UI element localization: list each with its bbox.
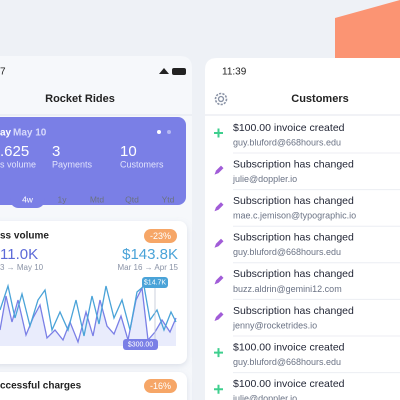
previous-range: Mar 16 → Apr 15 — [118, 263, 179, 272]
plus-icon — [214, 384, 223, 394]
tooltip — [123, 339, 158, 350]
page-dot — [157, 130, 161, 134]
status-icons — [159, 68, 186, 75]
tooltip-text: $300.00 — [128, 341, 153, 348]
change-text: -16% — [150, 381, 171, 391]
event-row[interactable]: Subscription has changed mae.c.jemison@ty… — [214, 195, 400, 227]
accent-shape — [335, 0, 400, 60]
screen-title: Customers — [291, 93, 348, 105]
pencil-icon — [214, 202, 224, 212]
previous-value: $143.8K — [122, 246, 178, 263]
tab[interactable]: Qtd — [125, 194, 139, 204]
summary-card — [0, 117, 186, 205]
tab[interactable]: 1y — [58, 194, 68, 204]
event-email: julie@doppler.io — [232, 174, 297, 184]
pencil-icon — [214, 312, 224, 321]
status-time: 7 — [0, 67, 6, 78]
stat-value: .625 — [0, 143, 29, 160]
tab-selected-bg — [10, 191, 45, 208]
pencil-icon — [214, 275, 224, 285]
volume-chart — [0, 283, 177, 346]
event-email: mae.c.jemison@typographic.io — [233, 211, 356, 221]
change-text: -23% — [150, 231, 171, 241]
event-title: Subscription has changed — [233, 158, 354, 170]
charges-card — [0, 372, 187, 400]
settings-icon[interactable] — [214, 92, 228, 106]
tab[interactable]: Ytd — [162, 194, 175, 204]
event-title: Subscription has changed — [233, 305, 354, 317]
event-title: $100.00 invoice created — [233, 341, 345, 353]
pencil-icon — [214, 165, 224, 175]
event-row[interactable]: Subscription has changed julie@doppler.io — [214, 158, 400, 191]
event-email: julie@doppler.io — [232, 394, 297, 400]
change-pill — [144, 229, 177, 243]
right-phone — [205, 58, 400, 400]
event-title: Subscription has changed — [233, 268, 354, 280]
screen-title: Rocket Rides — [45, 93, 115, 105]
pencil-icon — [214, 238, 224, 248]
current-range: 3 → May 10 — [0, 263, 44, 272]
event-row[interactable]: $100.00 invoice created julie@doppler.io — [214, 378, 400, 400]
event-email: jenny@rocketrides.io — [232, 320, 317, 330]
event-email: buzz.aldrin@gemini12.com — [233, 284, 342, 294]
event-title: $100.00 invoice created — [233, 378, 345, 390]
event-email: guy.bluford@668hours.edu — [233, 137, 341, 147]
tooltip — [142, 277, 168, 288]
event-row[interactable]: Subscription has changed jenny@rocketride… — [214, 305, 400, 337]
event-email: guy.bluford@668hours.edu — [233, 247, 341, 257]
card-title: ccessful charges — [0, 381, 82, 392]
event-title: $100.00 invoice created — [233, 122, 345, 134]
tab[interactable]: 4w — [22, 194, 34, 204]
summary-date-prefix: ay — [0, 128, 12, 139]
current-value: 11.0K — [0, 246, 38, 263]
tooltip-text: $14.7K — [144, 279, 167, 286]
status-time: 11:39 — [222, 67, 247, 78]
event-title: Subscription has changed — [233, 195, 354, 207]
stat-value: 10 — [120, 143, 137, 160]
tab[interactable]: Mtd — [90, 194, 104, 204]
stat-label: Payments — [52, 159, 93, 169]
event-row[interactable]: Subscription has changed guy.bluford@668h… — [214, 232, 400, 264]
event-title: Subscription has changed — [233, 232, 354, 244]
card-title: ss volume — [0, 231, 49, 242]
stat-label: s volume — [0, 159, 36, 169]
event-row[interactable]: $100.00 invoice created guy.bluford@668ho… — [214, 122, 400, 154]
stat-value: 3 — [52, 143, 60, 160]
plus-icon — [214, 128, 223, 138]
page-dot — [167, 130, 171, 134]
summary-date: May 10 — [13, 128, 47, 139]
event-row[interactable]: Subscription has changed buzz.aldrin@gemi… — [214, 268, 400, 300]
event-email: guy.bluford@668hours.edu — [233, 357, 341, 367]
change-pill — [144, 379, 177, 393]
event-row[interactable]: $100.00 invoice created guy.bluford@668ho… — [214, 341, 400, 374]
plus-icon — [214, 348, 223, 358]
stat-label: Customers — [120, 159, 164, 169]
